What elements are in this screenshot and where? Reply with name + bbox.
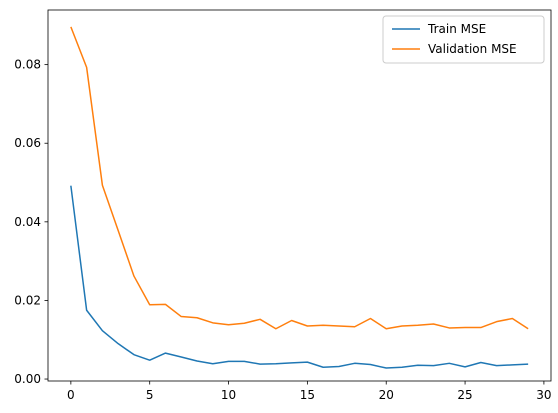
series-line-validation bbox=[70, 26, 529, 330]
y-tick-label: 0.02 bbox=[14, 293, 41, 307]
x-tick-label: 0 bbox=[67, 388, 75, 402]
series-line-train bbox=[70, 185, 529, 369]
legend: Train MSE Validation MSE bbox=[382, 15, 545, 64]
axes-frame bbox=[47, 9, 552, 382]
series-layer bbox=[70, 26, 529, 369]
y-tick-label: 0.06 bbox=[14, 136, 41, 150]
x-tick-label: 30 bbox=[536, 388, 551, 402]
y-tick-label: 0.04 bbox=[14, 215, 41, 229]
y-tick-label: 0.00 bbox=[14, 372, 41, 386]
legend-label-validation: Validation MSE bbox=[428, 42, 517, 56]
x-tick-label: 15 bbox=[300, 388, 315, 402]
x-tick-label: 10 bbox=[221, 388, 236, 402]
x-tick-label: 20 bbox=[379, 388, 394, 402]
y-tick-label: 0.08 bbox=[14, 58, 41, 72]
y-axis: 0.00 0.02 0.04 0.06 0.08 bbox=[14, 58, 48, 386]
plot-area bbox=[48, 10, 551, 381]
x-tick-label: 25 bbox=[457, 388, 472, 402]
legend-label-train: Train MSE bbox=[427, 22, 486, 36]
x-axis: 0 5 10 15 20 25 30 bbox=[67, 381, 552, 402]
legend-box bbox=[382, 15, 545, 64]
x-tick-label: 5 bbox=[146, 388, 154, 402]
